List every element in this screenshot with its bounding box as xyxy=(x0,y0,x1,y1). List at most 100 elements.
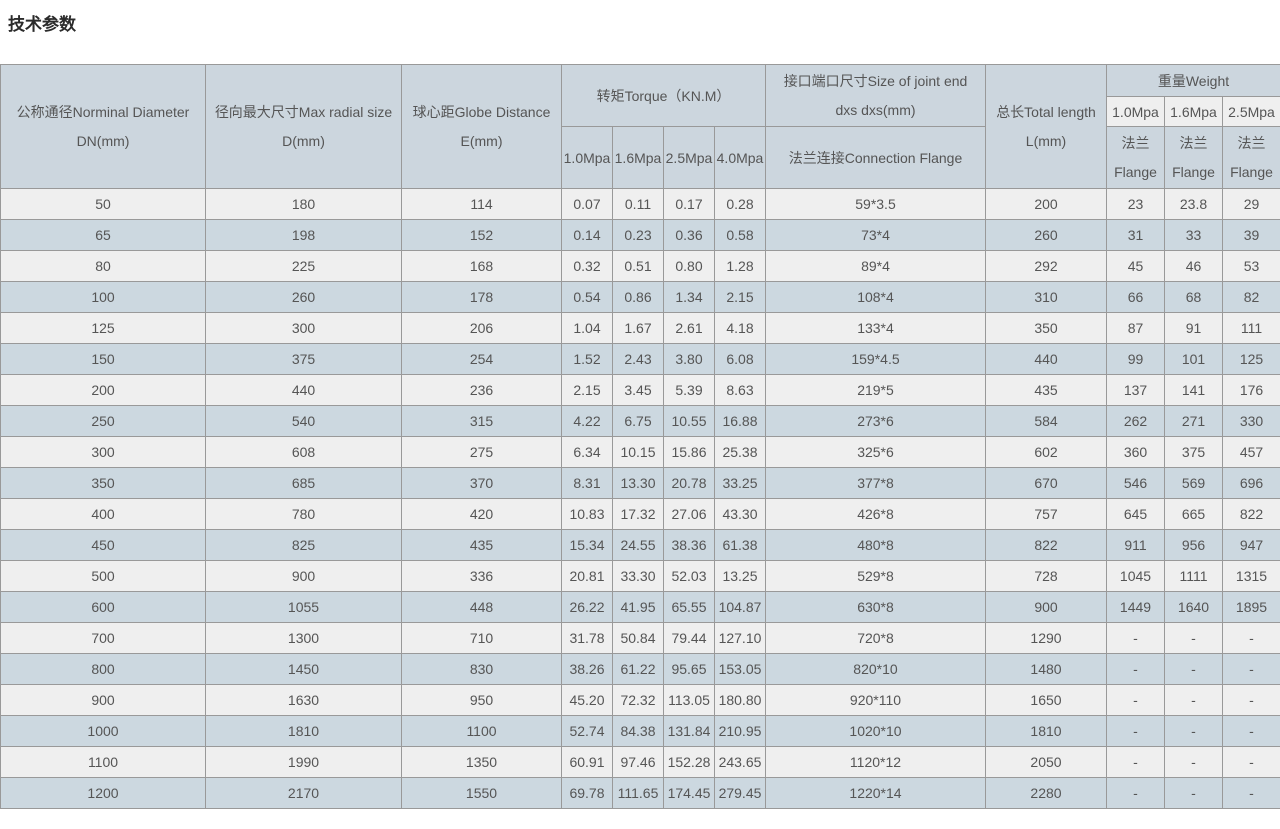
table-cell: 330 xyxy=(1223,406,1280,437)
table-cell: 243.65 xyxy=(715,747,766,778)
table-cell: 1300 xyxy=(206,623,402,654)
table-cell: 325*6 xyxy=(766,437,986,468)
table-cell: 310 xyxy=(986,282,1107,313)
table-cell: - xyxy=(1165,654,1223,685)
table-cell: 236 xyxy=(402,375,562,406)
table-cell: 159*4.5 xyxy=(766,344,986,375)
table-cell: 3.45 xyxy=(613,375,664,406)
table-cell: 700 xyxy=(1,623,206,654)
table-cell: 584 xyxy=(986,406,1107,437)
table-cell: 822 xyxy=(1223,499,1280,530)
table-cell: 800 xyxy=(1,654,206,685)
table-cell: 2170 xyxy=(206,778,402,809)
table-cell: 65 xyxy=(1,220,206,251)
table-cell: 336 xyxy=(402,561,562,592)
table-cell: 569 xyxy=(1165,468,1223,499)
table-cell: 1.34 xyxy=(664,282,715,313)
table-cell: 830 xyxy=(402,654,562,685)
table-cell: - xyxy=(1223,778,1280,809)
table-cell: 41.95 xyxy=(613,592,664,623)
table-cell: 375 xyxy=(1165,437,1223,468)
table-cell: 95.65 xyxy=(664,654,715,685)
header-max-radial-size: 径向最大尺寸Max radial size D(mm) xyxy=(206,65,402,189)
table-cell: 350 xyxy=(1,468,206,499)
table-cell: 24.55 xyxy=(613,530,664,561)
table-cell: - xyxy=(1165,685,1223,716)
table-cell: 645 xyxy=(1107,499,1165,530)
header-weight: 重量Weight xyxy=(1107,65,1280,97)
table-cell: 31.78 xyxy=(562,623,613,654)
table-cell: 6.34 xyxy=(562,437,613,468)
table-cell: 300 xyxy=(206,313,402,344)
table-cell: 79.44 xyxy=(664,623,715,654)
table-cell: 1111 xyxy=(1165,561,1223,592)
table-cell: - xyxy=(1165,747,1223,778)
table-cell: 20.81 xyxy=(562,561,613,592)
header-weight-1.6mpa: 1.6Mpa xyxy=(1165,97,1223,127)
table-cell: 1020*10 xyxy=(766,716,986,747)
table-cell: 152.28 xyxy=(664,747,715,778)
table-cell: 5.39 xyxy=(664,375,715,406)
table-cell: 39 xyxy=(1223,220,1280,251)
table-cell: 900 xyxy=(986,592,1107,623)
table-cell: 65.55 xyxy=(664,592,715,623)
table-cell: 1045 xyxy=(1107,561,1165,592)
table-cell: 1.67 xyxy=(613,313,664,344)
table-cell: 900 xyxy=(206,561,402,592)
header-weight-2.5mpa: 2.5Mpa xyxy=(1223,97,1280,127)
table-cell: 0.86 xyxy=(613,282,664,313)
header-globe-distance: 球心距Globe Distance E(mm) xyxy=(402,65,562,189)
table-cell: - xyxy=(1223,716,1280,747)
table-cell: 0.58 xyxy=(715,220,766,251)
table-cell: 99 xyxy=(1107,344,1165,375)
table-cell: 114 xyxy=(402,189,562,220)
table-cell: 66 xyxy=(1107,282,1165,313)
table-cell: 16.88 xyxy=(715,406,766,437)
table-cell: 69.78 xyxy=(562,778,613,809)
table-cell: 540 xyxy=(206,406,402,437)
table-cell: - xyxy=(1107,685,1165,716)
tech-params-table: 公称通径Norminal Diameter DN(mm) 径向最大尺寸Max r… xyxy=(0,64,1280,809)
table-cell: 271 xyxy=(1165,406,1223,437)
table-header: 公称通径Norminal Diameter DN(mm) 径向最大尺寸Max r… xyxy=(1,65,1280,189)
table-cell: 101 xyxy=(1165,344,1223,375)
table-cell: 61.38 xyxy=(715,530,766,561)
table-cell: 174.45 xyxy=(664,778,715,809)
table-cell: 1810 xyxy=(986,716,1107,747)
table-cell: 45.20 xyxy=(562,685,613,716)
table-cell: 133*4 xyxy=(766,313,986,344)
table-cell: 111 xyxy=(1223,313,1280,344)
table-cell: 60.91 xyxy=(562,747,613,778)
table-cell: 435 xyxy=(986,375,1107,406)
table-cell: 26.22 xyxy=(562,592,613,623)
table-cell: 10.55 xyxy=(664,406,715,437)
table-cell: 250 xyxy=(1,406,206,437)
table-cell: 113.05 xyxy=(664,685,715,716)
table-cell: 602 xyxy=(986,437,1107,468)
table-cell: 1449 xyxy=(1107,592,1165,623)
table-cell: 780 xyxy=(206,499,402,530)
table-cell: 1350 xyxy=(402,747,562,778)
table-cell: 420 xyxy=(402,499,562,530)
table-cell: 15.86 xyxy=(664,437,715,468)
table-cell: 17.32 xyxy=(613,499,664,530)
table-cell: 38.26 xyxy=(562,654,613,685)
table-cell: - xyxy=(1223,654,1280,685)
table-cell: 25.38 xyxy=(715,437,766,468)
table-cell: 137 xyxy=(1107,375,1165,406)
table-cell: 1100 xyxy=(1,747,206,778)
table-cell: 1315 xyxy=(1223,561,1280,592)
table-cell: 1650 xyxy=(986,685,1107,716)
table-cell: 225 xyxy=(206,251,402,282)
table-cell: 104.87 xyxy=(715,592,766,623)
table-cell: 150 xyxy=(1,344,206,375)
table-cell: - xyxy=(1107,623,1165,654)
